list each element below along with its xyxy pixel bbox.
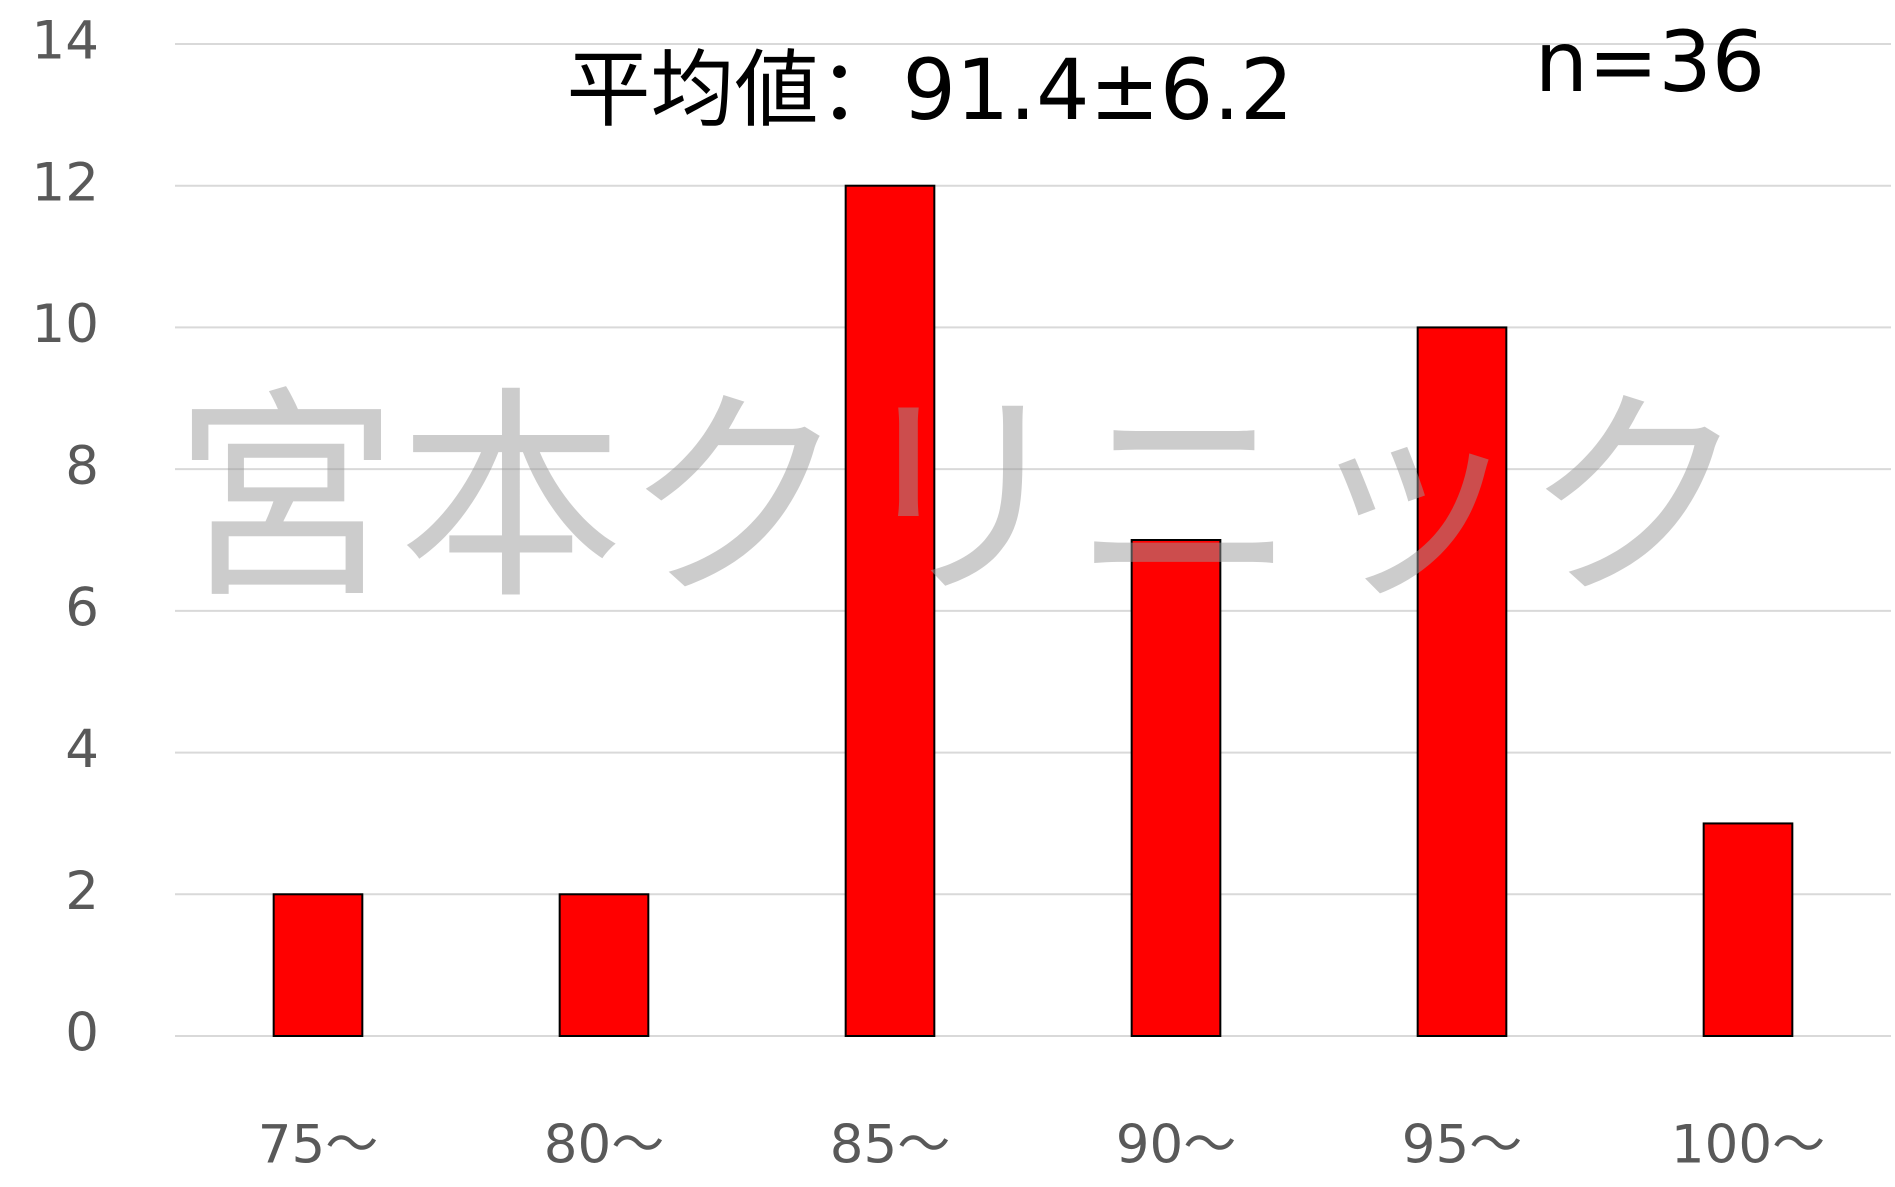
x-tick-label: 75～ xyxy=(258,1115,378,1176)
x-tick-label: 85～ xyxy=(830,1115,950,1176)
x-tick-label: 95～ xyxy=(1402,1115,1522,1176)
y-tick-label: 12 xyxy=(32,152,99,213)
x-tick-label: 100～ xyxy=(1671,1115,1825,1176)
annotation: n=36 xyxy=(1535,13,1766,111)
y-tick-label: 6 xyxy=(65,577,99,638)
bar xyxy=(272,893,364,1037)
bar xyxy=(1702,822,1794,1038)
y-tick-label: 10 xyxy=(32,294,99,355)
bar xyxy=(844,184,936,1037)
bar xyxy=(1416,326,1508,1037)
chart-title: 平均値：91.4±6.2 xyxy=(566,41,1293,139)
y-tick-label: 0 xyxy=(65,1003,99,1064)
x-tick-label: 80～ xyxy=(544,1115,664,1176)
bar xyxy=(558,893,650,1037)
x-tick-label: 90～ xyxy=(1116,1115,1236,1176)
y-tick-label: 8 xyxy=(65,436,99,497)
y-tick-label: 4 xyxy=(65,719,99,780)
bar xyxy=(1130,539,1222,1037)
watermark: 宮本クリニック xyxy=(174,369,1749,631)
y-tick-label: 14 xyxy=(32,11,99,72)
y-tick-label: 2 xyxy=(65,861,99,922)
